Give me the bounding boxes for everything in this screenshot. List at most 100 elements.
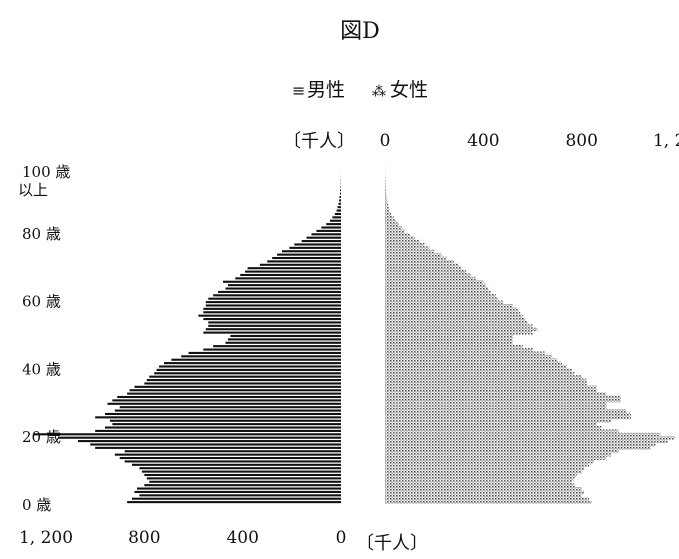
female-bar	[385, 236, 415, 240]
male-bar	[124, 460, 342, 463]
age-label: 0 歳	[22, 496, 51, 514]
male-bar	[134, 490, 341, 493]
female-bar	[385, 290, 491, 294]
male-bar	[223, 280, 341, 283]
male-tick-label: 400	[226, 528, 258, 548]
male-bar	[218, 290, 341, 293]
female-bar	[385, 293, 496, 298]
female-bar	[385, 463, 590, 467]
male-axis-ticks: 1, 200 800 400 0	[19, 528, 346, 548]
female-bar	[385, 453, 612, 457]
legend-male-label: 男性	[307, 79, 345, 101]
female-bar	[385, 273, 472, 277]
male-bar	[339, 195, 341, 199]
unit-label-top: 〔千人〕	[283, 131, 355, 152]
age-label: 60 歳	[22, 293, 61, 311]
female-bar	[385, 249, 435, 254]
female-bar	[385, 297, 499, 301]
female-tick-label: 800	[565, 131, 597, 151]
male-bar	[311, 233, 341, 236]
female-bar	[385, 195, 387, 199]
male-bar	[109, 419, 342, 422]
male-bar	[132, 497, 341, 500]
male-bar	[141, 470, 341, 473]
female-bar	[385, 385, 597, 389]
female-bar	[385, 205, 389, 210]
male-bar	[144, 484, 341, 487]
male-bar	[235, 277, 341, 280]
age-label: 80 歳	[22, 225, 61, 243]
male-bar	[208, 297, 341, 300]
male-bar	[95, 446, 342, 449]
male-bar	[230, 334, 341, 338]
male-bar	[205, 304, 341, 307]
male-bar	[203, 318, 341, 321]
male-bar	[332, 216, 341, 219]
male-bar	[156, 368, 341, 371]
male-bar	[33, 433, 341, 436]
male-bar	[282, 250, 341, 253]
female-bar	[385, 266, 462, 271]
male-bar	[259, 263, 341, 266]
female-bar	[385, 405, 607, 410]
male-bar	[340, 192, 341, 195]
female-bar	[385, 303, 513, 308]
female-bar	[385, 436, 676, 440]
male-bar	[127, 501, 341, 504]
male-bar	[181, 355, 341, 358]
female-bar	[385, 470, 582, 474]
male-bar	[205, 301, 341, 304]
female-bar	[385, 446, 651, 450]
female-bar	[385, 398, 621, 403]
male-bar	[289, 246, 341, 249]
female-bar	[385, 185, 386, 189]
male-bars	[33, 162, 342, 504]
male-bar	[117, 395, 342, 399]
male-bar	[77, 440, 341, 443]
female-bar	[385, 242, 425, 247]
female-bar	[385, 483, 575, 488]
male-bar	[240, 273, 341, 277]
male-bar	[105, 426, 341, 429]
female-bar	[385, 198, 388, 203]
female-bar	[385, 487, 582, 491]
female-bar	[385, 232, 410, 237]
female-bar	[385, 327, 538, 332]
male-bar	[112, 399, 341, 402]
male-bar	[107, 402, 341, 405]
male-bar	[188, 351, 341, 355]
female-bar	[385, 412, 631, 416]
male-bar	[136, 487, 341, 490]
female-bar	[385, 351, 545, 355]
male-bar	[205, 328, 341, 331]
male-bar	[132, 463, 341, 466]
female-bar	[385, 365, 567, 369]
female-bar	[385, 358, 558, 362]
female-bar	[385, 432, 661, 437]
male-bar	[171, 358, 341, 361]
female-bar	[385, 439, 668, 443]
age-label: 40 歳	[22, 360, 61, 378]
age-label: 20 歳	[22, 428, 61, 446]
male-bar	[301, 240, 341, 243]
female-bar	[385, 219, 397, 223]
female-bar	[385, 192, 387, 196]
female-bar	[385, 378, 587, 382]
female-bar	[385, 500, 592, 504]
female-tick-label: 0	[380, 131, 391, 151]
female-bar	[385, 402, 607, 406]
female-bar	[385, 429, 619, 433]
male-bar	[225, 287, 341, 290]
male-bar	[149, 480, 341, 483]
female-bar	[385, 422, 597, 427]
male-bar	[146, 477, 341, 480]
male-bar	[112, 423, 341, 426]
male-bar	[338, 202, 341, 205]
male-bar	[336, 209, 341, 212]
female-bar	[385, 320, 528, 325]
chart-title: 図D	[340, 19, 380, 44]
male-bar	[154, 372, 341, 375]
female-bar	[385, 331, 533, 335]
